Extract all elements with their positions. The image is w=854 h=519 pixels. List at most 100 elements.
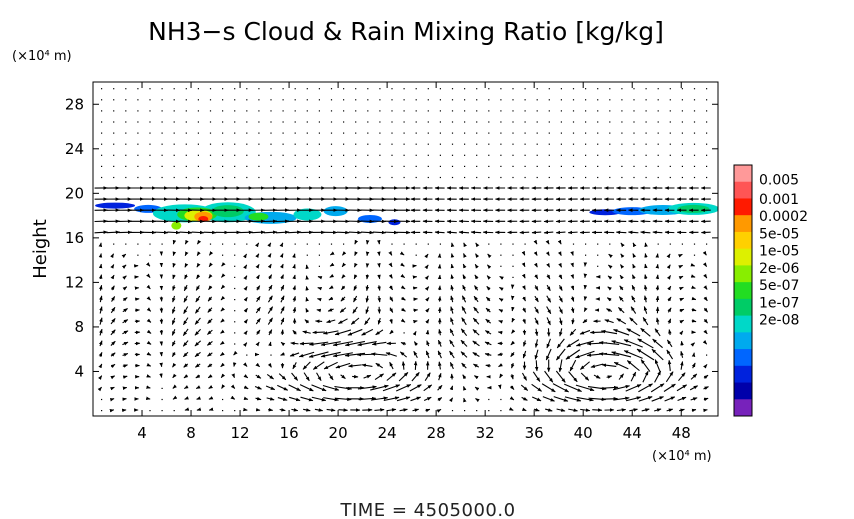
wind-vector — [403, 99, 405, 101]
wind-vector — [476, 99, 478, 101]
colorbar-label: 0.001 — [759, 192, 799, 208]
wind-vector — [548, 165, 550, 167]
wind-vector — [583, 296, 588, 301]
wind-vector — [209, 165, 212, 167]
wind-vector — [110, 274, 115, 280]
wind-vector — [619, 285, 624, 291]
wind-vector — [110, 285, 115, 291]
wind-vector — [464, 165, 466, 167]
wind-vector — [341, 262, 347, 268]
wind-vector — [304, 319, 310, 324]
wind-vector — [330, 243, 333, 245]
wind-vector — [110, 340, 116, 346]
wind-vector — [389, 285, 394, 291]
wind-vector — [323, 361, 338, 370]
wind-vector — [488, 143, 490, 145]
wind-vector — [464, 99, 466, 101]
wind-vector — [706, 243, 708, 245]
wind-vector — [638, 383, 653, 393]
wind-vector — [521, 262, 526, 268]
wind-vector — [474, 375, 479, 380]
wind-vector — [343, 110, 345, 112]
wind-vector — [546, 284, 551, 292]
wind-vector — [546, 295, 552, 303]
wind-vector — [101, 410, 103, 412]
wind-vector — [391, 176, 393, 179]
wind-vector — [576, 396, 594, 402]
wind-vector — [488, 88, 490, 90]
wind-vector — [572, 176, 575, 179]
wind-vector — [185, 132, 187, 134]
wind-vector — [499, 275, 504, 280]
wind-vector — [689, 385, 699, 391]
wind-vector — [292, 274, 296, 280]
wind-vector — [487, 264, 492, 269]
wind-vector — [566, 339, 580, 348]
wind-vector — [693, 132, 696, 134]
wind-vector — [706, 154, 708, 156]
wind-vector — [220, 329, 225, 334]
wind-vector — [184, 262, 189, 268]
wind-vector — [243, 330, 248, 336]
wind-vector — [474, 285, 479, 291]
wind-vector — [234, 121, 236, 123]
wind-vector — [220, 351, 225, 357]
wind-vector — [703, 285, 708, 290]
wind-vector — [171, 306, 176, 314]
wind-vector — [374, 408, 385, 412]
wind-vector — [462, 374, 467, 379]
wind-vector — [122, 375, 128, 379]
wind-vector — [488, 154, 490, 156]
wind-vector — [110, 352, 116, 357]
wind-vector — [451, 410, 454, 412]
wind-vector — [512, 99, 514, 101]
wind-vector — [360, 230, 374, 235]
plot-frame — [92, 81, 719, 417]
wind-vector — [413, 350, 418, 358]
wind-vector — [403, 165, 405, 167]
wind-vector — [645, 165, 647, 167]
wind-vector — [572, 99, 575, 101]
wind-vector — [497, 330, 503, 335]
wind-vector — [267, 317, 273, 325]
wind-vector — [560, 88, 562, 90]
wind-vector — [196, 262, 201, 268]
wind-vector — [209, 99, 212, 101]
wind-vector — [403, 143, 405, 145]
wind-vector — [608, 264, 613, 269]
wind-vector — [101, 165, 103, 167]
wind-vector — [472, 340, 480, 347]
wind-vector — [626, 360, 640, 372]
wind-vector — [183, 284, 188, 292]
wind-vector — [209, 176, 212, 179]
wind-vector — [606, 308, 613, 313]
wind-vector — [234, 410, 236, 412]
wind-vector — [258, 132, 260, 134]
wind-vector — [197, 143, 199, 145]
wind-vector — [353, 295, 358, 303]
wind-vector — [706, 354, 708, 356]
wind-vector — [565, 349, 581, 360]
wind-vector — [575, 350, 595, 359]
wind-vector — [401, 307, 406, 312]
wind-vector — [638, 396, 653, 402]
wind-vector — [621, 176, 623, 179]
wind-vector — [534, 360, 539, 372]
wind-vector — [302, 330, 311, 334]
wind-vector — [294, 132, 296, 134]
wind-vector — [666, 349, 674, 360]
wind-vector — [498, 363, 503, 368]
wind-vector — [476, 110, 478, 112]
wind-vector — [277, 397, 288, 401]
wind-vector — [616, 408, 627, 412]
wind-vector — [450, 284, 454, 291]
wind-vector — [289, 352, 300, 357]
wind-vector — [425, 350, 430, 359]
colorbar-label: 5e-07 — [759, 278, 799, 294]
wind-vector — [473, 306, 479, 314]
wind-vector — [183, 374, 189, 379]
wind-vector — [125, 243, 127, 245]
wind-vector — [335, 362, 351, 369]
wind-vector — [149, 165, 151, 167]
wind-vector — [113, 243, 115, 245]
